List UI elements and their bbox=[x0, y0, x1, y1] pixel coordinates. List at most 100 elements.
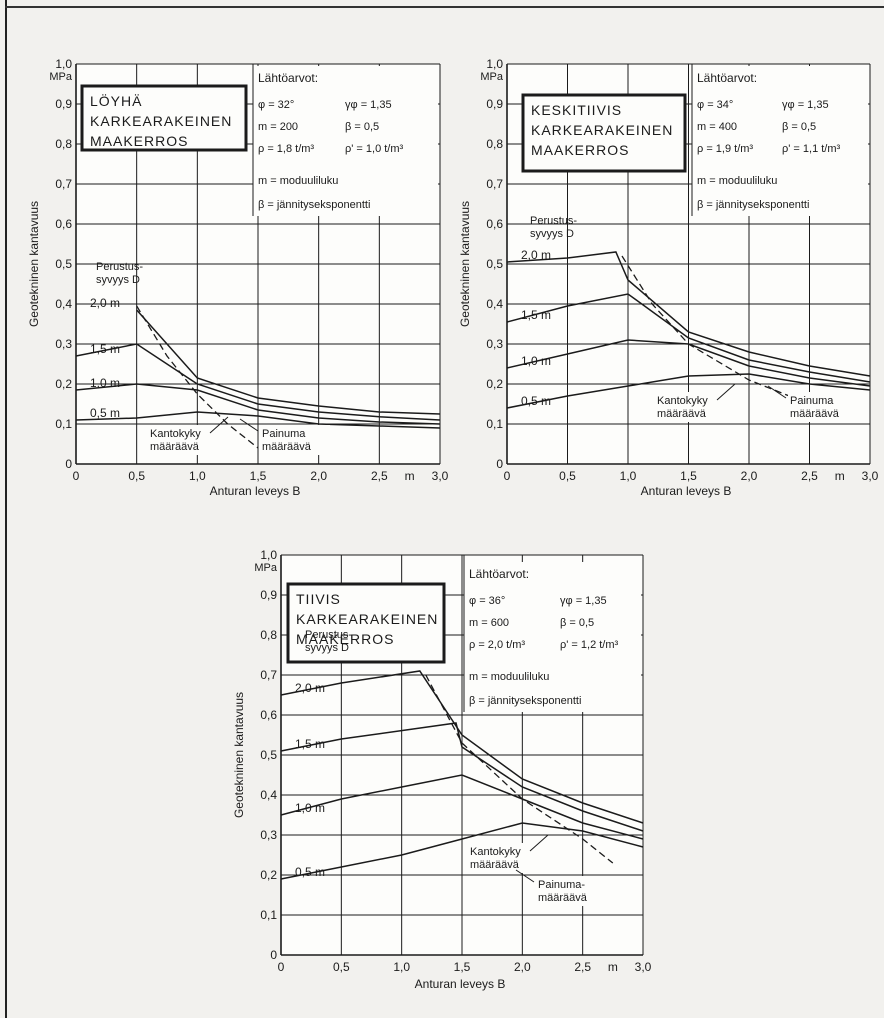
x-tick-label: 0,5 bbox=[559, 469, 576, 483]
limit-envelope-line bbox=[425, 674, 614, 864]
depth-title: Perustus- bbox=[530, 215, 577, 227]
y-tick-label: 0,3 bbox=[260, 828, 277, 842]
soil-type-box bbox=[286, 582, 446, 664]
settlement-label: Painuma bbox=[790, 395, 834, 407]
x-axis-title: Anturan leveys B bbox=[210, 484, 301, 498]
page-frame-top bbox=[5, 6, 884, 8]
x-tick-label: 0,5 bbox=[128, 469, 145, 483]
chart-panel-1: 0 0,1 0,2 0,3 0,4 0,5 0,6 0,7 0,8 0,9 1,0 0 0,5 1,0 1,… bbox=[27, 57, 449, 498]
leader-line bbox=[767, 385, 787, 399]
x-tick-label: 0 bbox=[73, 469, 80, 483]
param-left: φ = 36° bbox=[469, 595, 505, 607]
soil-type-line: MAAKERROS bbox=[531, 142, 629, 158]
y-tick-label: 0,1 bbox=[55, 417, 72, 431]
x-tick-label: 2,5 bbox=[801, 469, 818, 483]
param-left: m = 600 bbox=[469, 617, 509, 629]
y-tick-label: 0,8 bbox=[55, 137, 72, 151]
y-unit-label: MPa bbox=[254, 562, 278, 574]
info-title: Lähtöarvot: bbox=[258, 71, 318, 85]
y-tick-label: 0,1 bbox=[486, 417, 503, 431]
depth-title: syvyys D bbox=[530, 228, 574, 240]
label-bg bbox=[536, 876, 606, 906]
series-line bbox=[75, 383, 441, 425]
x-tick-label: 0 bbox=[278, 960, 285, 974]
series-label: 1,5 m bbox=[90, 342, 120, 356]
label-bg bbox=[468, 843, 538, 873]
info-title: Lähtöarvot: bbox=[697, 71, 757, 85]
series-line bbox=[280, 774, 644, 840]
x-tick-label: 2,0 bbox=[514, 960, 531, 974]
depth-title: Perustus- bbox=[305, 629, 352, 641]
param-left: ρ = 2,0 t/m³ bbox=[469, 639, 525, 651]
x-tick-label: 3,0 bbox=[635, 960, 652, 974]
settlement-label: määräävä bbox=[538, 892, 588, 904]
x-tick-label: 1,5 bbox=[680, 469, 697, 483]
leader-line bbox=[529, 834, 549, 852]
page-frame-left bbox=[5, 0, 7, 1018]
y-tick-label: 0,9 bbox=[55, 97, 72, 111]
label-bg bbox=[148, 425, 218, 455]
x-axis-title: Anturan leveys B bbox=[415, 977, 506, 991]
param-right: β = 0,5 bbox=[345, 121, 379, 133]
x-unit-label: m bbox=[405, 469, 415, 483]
capacity-label: Kantokyky bbox=[470, 846, 521, 858]
y-tick-label: 0,7 bbox=[260, 668, 277, 682]
series-line bbox=[506, 251, 871, 377]
x-tick-label: 2,5 bbox=[371, 469, 388, 483]
x-tick-label: 2,0 bbox=[310, 469, 327, 483]
param-left: m = 400 bbox=[697, 121, 737, 133]
y-tick-label: 0,8 bbox=[260, 628, 277, 642]
series-label: 2,0 m bbox=[521, 248, 551, 262]
definition-line: β = jännityseksponentti bbox=[258, 199, 370, 211]
y-tick-label: 0,5 bbox=[486, 257, 503, 271]
x-tick-label: 3,0 bbox=[862, 469, 879, 483]
param-left: φ = 32° bbox=[258, 99, 294, 111]
y-tick-label: 0 bbox=[496, 457, 503, 471]
label-bg bbox=[260, 425, 330, 455]
info-bg bbox=[253, 66, 438, 216]
y-tick-label: 0,6 bbox=[260, 708, 277, 722]
param-left: m = 200 bbox=[258, 121, 298, 133]
series-line bbox=[506, 373, 871, 409]
chart-panel-3: 0 0,1 0,2 0,3 0,4 0,5 0,6 0,7 0,8 0,9 1,0 0 0,5 1,0 1,… bbox=[232, 548, 652, 991]
param-right: γφ = 1,35 bbox=[345, 99, 392, 111]
y-tick-label: 0,9 bbox=[260, 588, 277, 602]
soil-type-line: KARKEARAKEINEN bbox=[90, 113, 232, 129]
capacity-label: määräävä bbox=[657, 408, 707, 420]
settlement-label: Painuma- bbox=[538, 879, 585, 891]
param-right: β = 0,5 bbox=[782, 121, 816, 133]
x-unit-label: m bbox=[835, 469, 845, 483]
y-tick-label: 0,4 bbox=[486, 297, 503, 311]
y-tick-label: 0,4 bbox=[260, 788, 277, 802]
series-label: 1,5 m bbox=[295, 737, 325, 751]
x-tick-label: 1,0 bbox=[620, 469, 637, 483]
y-tick-label: 1,0 bbox=[260, 548, 277, 562]
leader-line bbox=[209, 416, 229, 434]
definition-line: m = moduuliluku bbox=[469, 671, 549, 683]
x-tick-label: 1,0 bbox=[189, 469, 206, 483]
definition-line: β = jännityseksponentti bbox=[469, 695, 581, 707]
series-line bbox=[136, 309, 441, 415]
soil-type-box bbox=[80, 84, 248, 152]
series-line bbox=[280, 722, 644, 832]
limit-envelope-line bbox=[136, 305, 259, 449]
depth-title: Perustus- bbox=[96, 261, 143, 273]
label-bg bbox=[655, 392, 725, 422]
param-right: ρ' = 1,2 t/m³ bbox=[560, 639, 619, 651]
param-right: ρ' = 1,1 t/m³ bbox=[782, 143, 841, 155]
series-label: 0,5 m bbox=[521, 394, 551, 408]
x-tick-label: 0 bbox=[504, 469, 511, 483]
x-tick-label: 1,5 bbox=[454, 960, 471, 974]
soil-type-box bbox=[521, 93, 687, 173]
soil-type-line: KARKEARAKEINEN bbox=[296, 611, 438, 627]
depth-title: syvyys D bbox=[305, 642, 349, 654]
series-line bbox=[506, 293, 871, 383]
y-axis-title: Geotekninen kantavuus bbox=[232, 692, 246, 818]
y-unit-label: MPa bbox=[49, 71, 73, 83]
definition-line: β = jännityseksponentti bbox=[697, 199, 809, 211]
settlement-label: määräävä bbox=[790, 408, 840, 420]
x-tick-label: 0,5 bbox=[333, 960, 350, 974]
param-left: ρ = 1,9 t/m³ bbox=[697, 143, 753, 155]
y-tick-label: 1,0 bbox=[486, 57, 503, 71]
y-tick-label: 0,3 bbox=[486, 337, 503, 351]
